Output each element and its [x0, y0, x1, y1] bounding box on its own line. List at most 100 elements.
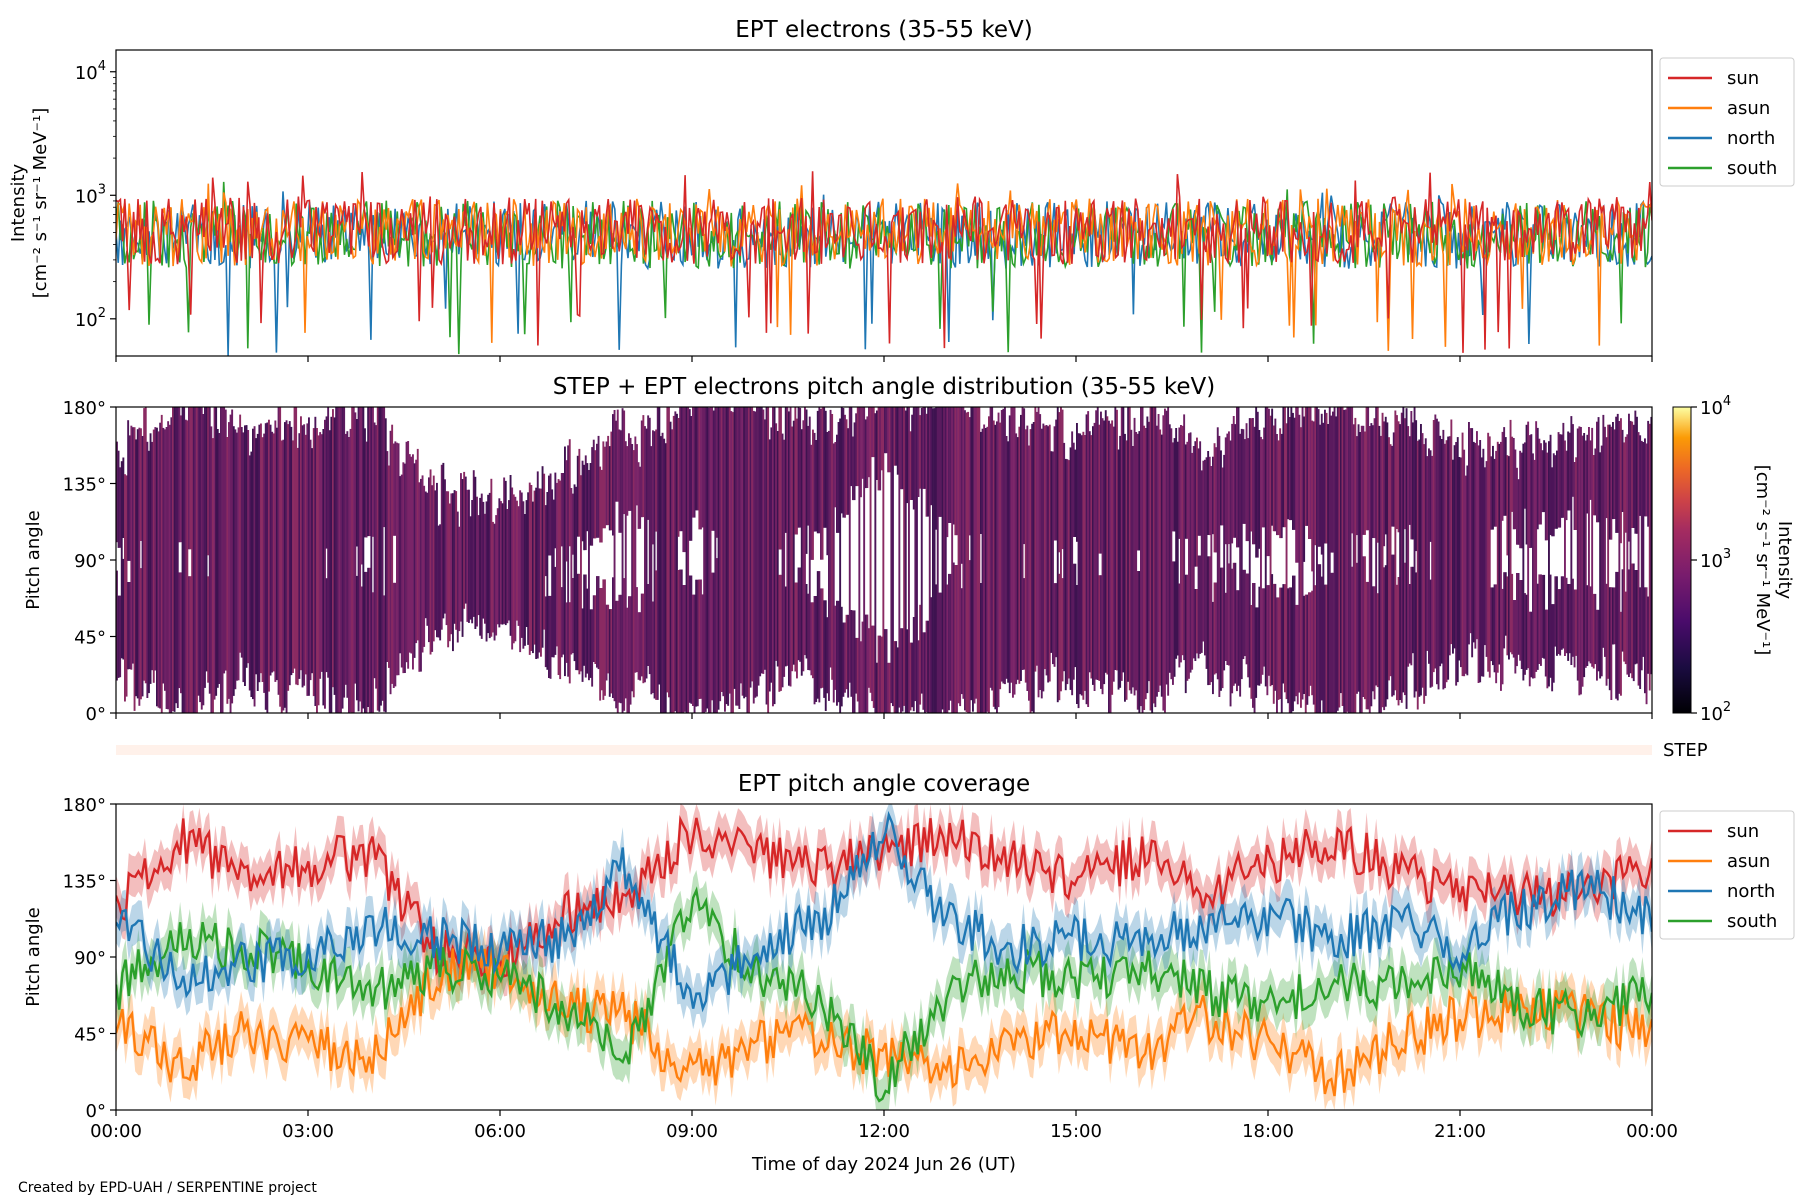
pad-cell [367, 567, 370, 707]
pad-cell [332, 409, 334, 688]
pad-cell [682, 407, 685, 553]
pad-cell [708, 407, 710, 713]
pad-cell [1536, 427, 1539, 530]
pad-cell [954, 565, 957, 713]
pad-cell [352, 407, 355, 713]
legend-label-sun: sun [1727, 821, 1759, 842]
pad-cell [1271, 574, 1274, 685]
pad-cell [178, 572, 181, 689]
pad-cell [148, 450, 150, 694]
pad-cell [861, 407, 864, 479]
pad-cell [1538, 438, 1541, 525]
pad-cell [989, 407, 992, 688]
pad-cell [183, 407, 186, 713]
pad-cell [213, 407, 216, 700]
pad-cell [367, 407, 370, 537]
pad-cell [1149, 407, 1152, 711]
pad-cell [236, 432, 238, 681]
pad-cell [205, 407, 208, 672]
pad-cell [610, 609, 613, 694]
pad-cell [1567, 584, 1570, 661]
pad-cell [1573, 589, 1576, 668]
pad-cell [972, 407, 974, 712]
pad-cell [642, 415, 645, 518]
pad-cell [229, 414, 232, 713]
pad-cell [605, 441, 608, 526]
pad-cell [808, 416, 811, 671]
pad-cell [328, 430, 331, 713]
pad-cell [1037, 407, 1040, 698]
pad-cell [1434, 414, 1437, 669]
pad-cell [797, 567, 800, 661]
coverage-lines [116, 804, 1652, 1110]
pad-cell [1472, 441, 1475, 643]
pad-cell [277, 407, 280, 695]
pad-cell [1255, 407, 1258, 558]
pad-cell [463, 471, 466, 609]
pad-cell [1552, 453, 1555, 537]
pad-cell [1479, 440, 1482, 683]
pad-cell [1159, 429, 1162, 686]
pad-cell [786, 407, 789, 666]
pad-cell [1044, 425, 1046, 670]
pad-cell [1588, 427, 1590, 662]
pad-cell [503, 477, 506, 624]
pad-cell [692, 407, 694, 518]
pad-cell [276, 427, 278, 681]
pad-cell [1520, 452, 1523, 549]
pad-cell [970, 407, 973, 701]
pad-cell [1511, 573, 1514, 655]
pad-cell [634, 436, 637, 673]
pad-cell [1143, 425, 1146, 710]
pad-cell [1127, 407, 1130, 682]
pad-cell [1352, 424, 1355, 713]
pad-cell [1178, 583, 1181, 668]
pad-cell [1349, 407, 1352, 713]
pad-cell [1276, 597, 1278, 713]
pad-cell [423, 485, 426, 647]
pad-cell [244, 425, 246, 686]
pad-cell [1420, 424, 1422, 696]
pad-cell [791, 426, 794, 672]
pad-cell [1103, 420, 1106, 685]
pad-cell [1309, 592, 1312, 686]
pad-cell [136, 429, 139, 699]
pad-cell [1384, 565, 1387, 707]
pad-cell [1160, 434, 1163, 697]
intensity-ylabel-line2: [cm⁻² s⁻¹ sr⁻¹ MeV⁻¹] [30, 108, 51, 299]
pad-cell [1341, 407, 1344, 706]
pad-cell [1232, 416, 1235, 538]
pad-cell [1000, 410, 1003, 682]
pad-cell [282, 439, 285, 711]
pad-cell [450, 493, 453, 635]
pad-colorbar-label: Intensity [cm⁻² s⁻¹ sr⁻¹ MeV⁻¹] [1752, 465, 1795, 656]
pad-cell [426, 492, 429, 626]
pad-cell [357, 407, 360, 712]
pad-cell [592, 595, 595, 662]
pad-cell [1421, 433, 1424, 688]
pad-cell [1252, 583, 1254, 708]
pad-cell [568, 602, 571, 684]
pad-cell [1624, 436, 1627, 533]
pad-cell [1138, 431, 1141, 551]
pad-cell [544, 596, 547, 668]
pad-colorbar [1672, 406, 1692, 714]
pad-cell [756, 407, 758, 697]
pad-cell [319, 432, 322, 679]
pad-cell [842, 407, 845, 518]
pad-cell [500, 501, 502, 625]
pad-cell [1584, 440, 1587, 668]
pad-cell [1320, 413, 1323, 555]
pad-cell [1130, 429, 1133, 694]
pad-cell [1392, 554, 1395, 696]
pad-cell [1240, 428, 1243, 680]
pad-cell [820, 588, 822, 689]
pad-cell [266, 422, 269, 713]
pad-cell [1359, 432, 1362, 713]
pad-cell [397, 443, 400, 676]
pad-cell [690, 575, 693, 704]
pad-cell [1396, 584, 1398, 701]
pad-cell [404, 463, 406, 673]
coverage-x-ticks: 00:00 03:00 06:00 09:00 12:00 15:00 18:00 21:00… [90, 1110, 1678, 1142]
pad-cell [1576, 428, 1579, 681]
